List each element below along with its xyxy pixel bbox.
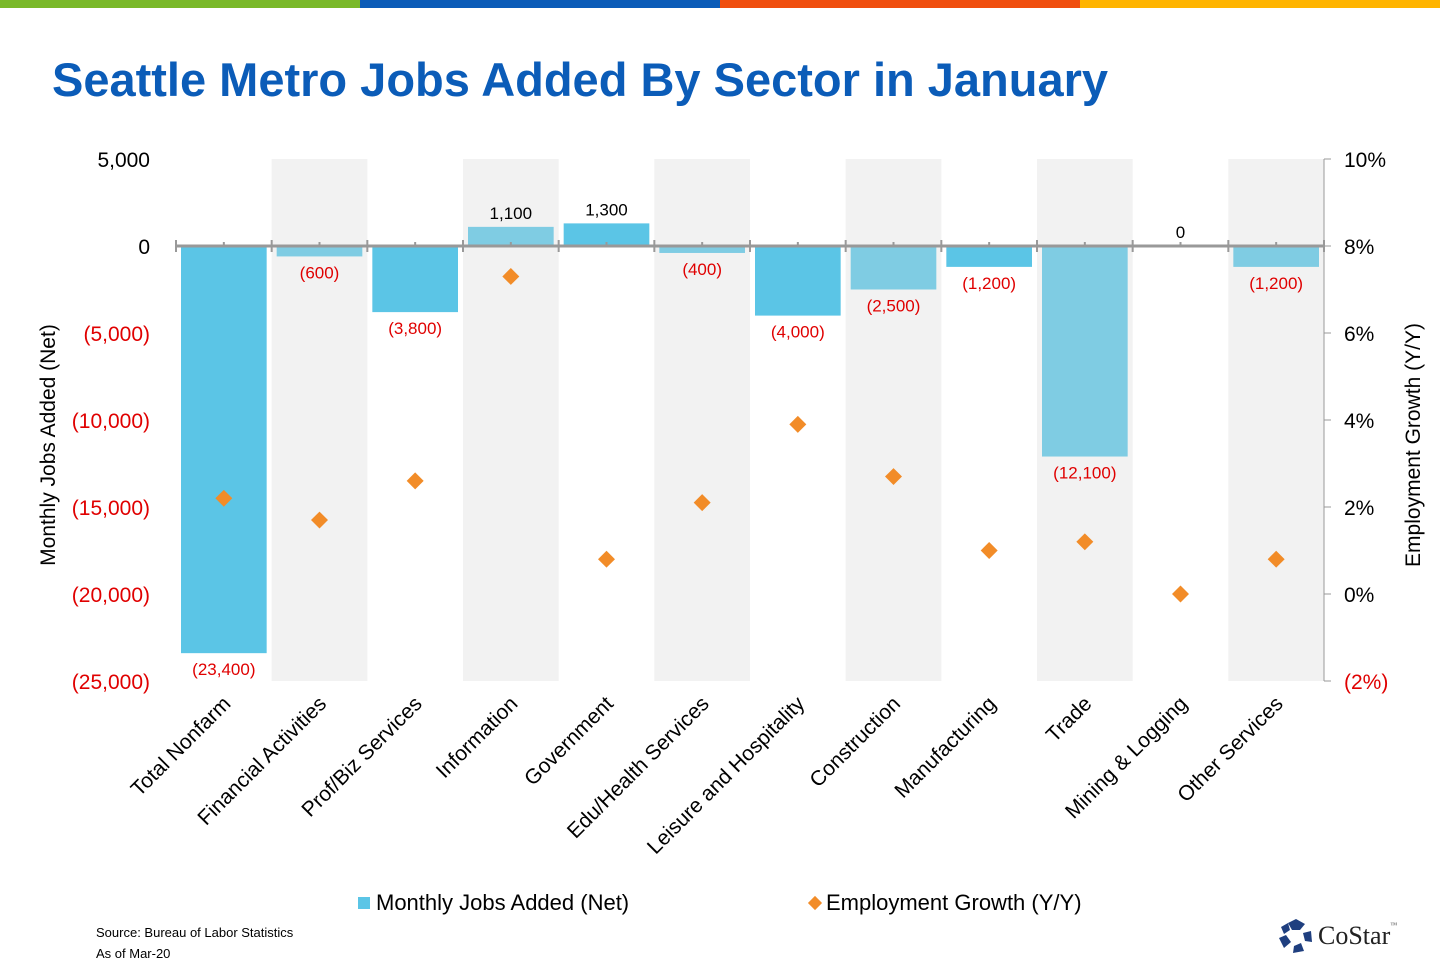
growth-marker <box>980 542 998 559</box>
legend-label-bars: Monthly Jobs Added (Net) <box>376 890 630 915</box>
costar-logo-icon <box>1279 919 1312 953</box>
category-label: Total Nonfarm <box>127 692 236 801</box>
stripe-yellow <box>1080 0 1440 8</box>
y-tick-label: 5,000 <box>97 149 150 172</box>
bar-trade <box>1042 246 1128 457</box>
growth-marker <box>311 511 328 529</box>
y-tick-label: (25,000) <box>72 671 150 694</box>
column-band <box>1228 159 1324 681</box>
growth-marker <box>406 472 424 490</box>
stripe-orange <box>720 0 1080 8</box>
bar-data-label: (1,200) <box>1249 274 1303 293</box>
bar-manufacturing <box>946 246 1032 267</box>
growth-marker <box>1172 585 1189 603</box>
stripe-blue <box>360 0 720 8</box>
bar-data-label: (12,100) <box>1053 464 1116 483</box>
costar-logo: CoStar™ <box>1278 918 1397 954</box>
bar-data-label: (400) <box>682 260 722 279</box>
legend-diamond-icon <box>807 895 823 911</box>
y2-tick-label: 4% <box>1344 410 1374 433</box>
growth-marker <box>1076 533 1094 551</box>
bar-financial-activities <box>276 246 363 257</box>
y2-axis-title: Employment Growth (Y/Y) <box>1402 323 1425 567</box>
y-tick-label: 0 <box>138 236 150 259</box>
y2-tick-label: 6% <box>1344 323 1374 346</box>
y-tick-label: (20,000) <box>72 584 150 607</box>
bar-data-label: (2,500) <box>867 297 921 316</box>
legend-item-bars: Monthly Jobs Added (Net) <box>358 890 629 916</box>
page-title: Seattle Metro Jobs Added By Sector in Ja… <box>52 53 1109 106</box>
growth-marker <box>693 494 711 512</box>
bar-data-label: (600) <box>300 263 340 282</box>
y-tick-label: (15,000) <box>72 497 150 520</box>
growth-marker <box>215 489 233 507</box>
bar-data-label: (23,400) <box>192 660 255 679</box>
category-label: Trade <box>1042 692 1097 747</box>
bar-data-label: (1,200) <box>962 274 1016 293</box>
bar-data-label: (4,000) <box>771 323 825 342</box>
column-band <box>845 159 942 681</box>
bar-data-label: 1,300 <box>585 200 628 219</box>
y2-tick-label: 10% <box>1344 149 1386 172</box>
source-note: Source: Bureau of Labor Statistics <box>96 925 294 940</box>
column-band <box>271 159 368 681</box>
y-tick-label: (10,000) <box>72 410 150 433</box>
bar-leisure-and-hospitality <box>755 246 841 316</box>
y2-tick-label: 8% <box>1344 236 1374 259</box>
stripe-green <box>0 0 360 8</box>
growth-marker <box>502 267 520 285</box>
growth-marker <box>598 550 615 568</box>
column-band <box>654 159 750 681</box>
y2-tick-label: 2% <box>1344 497 1374 520</box>
growth-marker <box>789 415 807 433</box>
bar-edu-health-services <box>659 246 745 253</box>
bar-data-label: 1,100 <box>490 204 533 223</box>
bar-other-services <box>1233 246 1319 267</box>
category-label: Leisure and Hospitality <box>643 692 810 859</box>
legend-square-icon <box>358 897 370 909</box>
category-label: Manufacturing <box>890 692 1000 802</box>
growth-marker <box>885 468 902 486</box>
as-of-note: As of Mar-20 <box>96 946 171 961</box>
category-label: Information <box>432 692 523 783</box>
bar-information <box>468 226 554 246</box>
y2-tick-label: 0% <box>1344 584 1374 607</box>
bar-government <box>563 223 650 246</box>
bar-data-label: 0 <box>1176 223 1185 242</box>
y2-tick-label: (2%) <box>1344 671 1388 694</box>
legend-item-growth: Employment Growth (Y/Y) <box>807 890 1082 916</box>
y-axis-title: Monthly Jobs Added (Net) <box>37 324 60 566</box>
costar-logo-text: CoStar™ <box>1318 921 1398 950</box>
y-tick-label: (5,000) <box>83 323 150 346</box>
bar-total-nonfarm <box>181 246 267 654</box>
bar-data-label: (3,800) <box>388 319 442 338</box>
category-label: Construction <box>805 692 905 792</box>
growth-marker <box>1267 550 1285 568</box>
legend-label-growth: Employment Growth (Y/Y) <box>826 890 1082 915</box>
bar-prof-biz-services <box>372 246 458 313</box>
category-label: Government <box>520 692 618 790</box>
bar-construction <box>850 246 937 290</box>
